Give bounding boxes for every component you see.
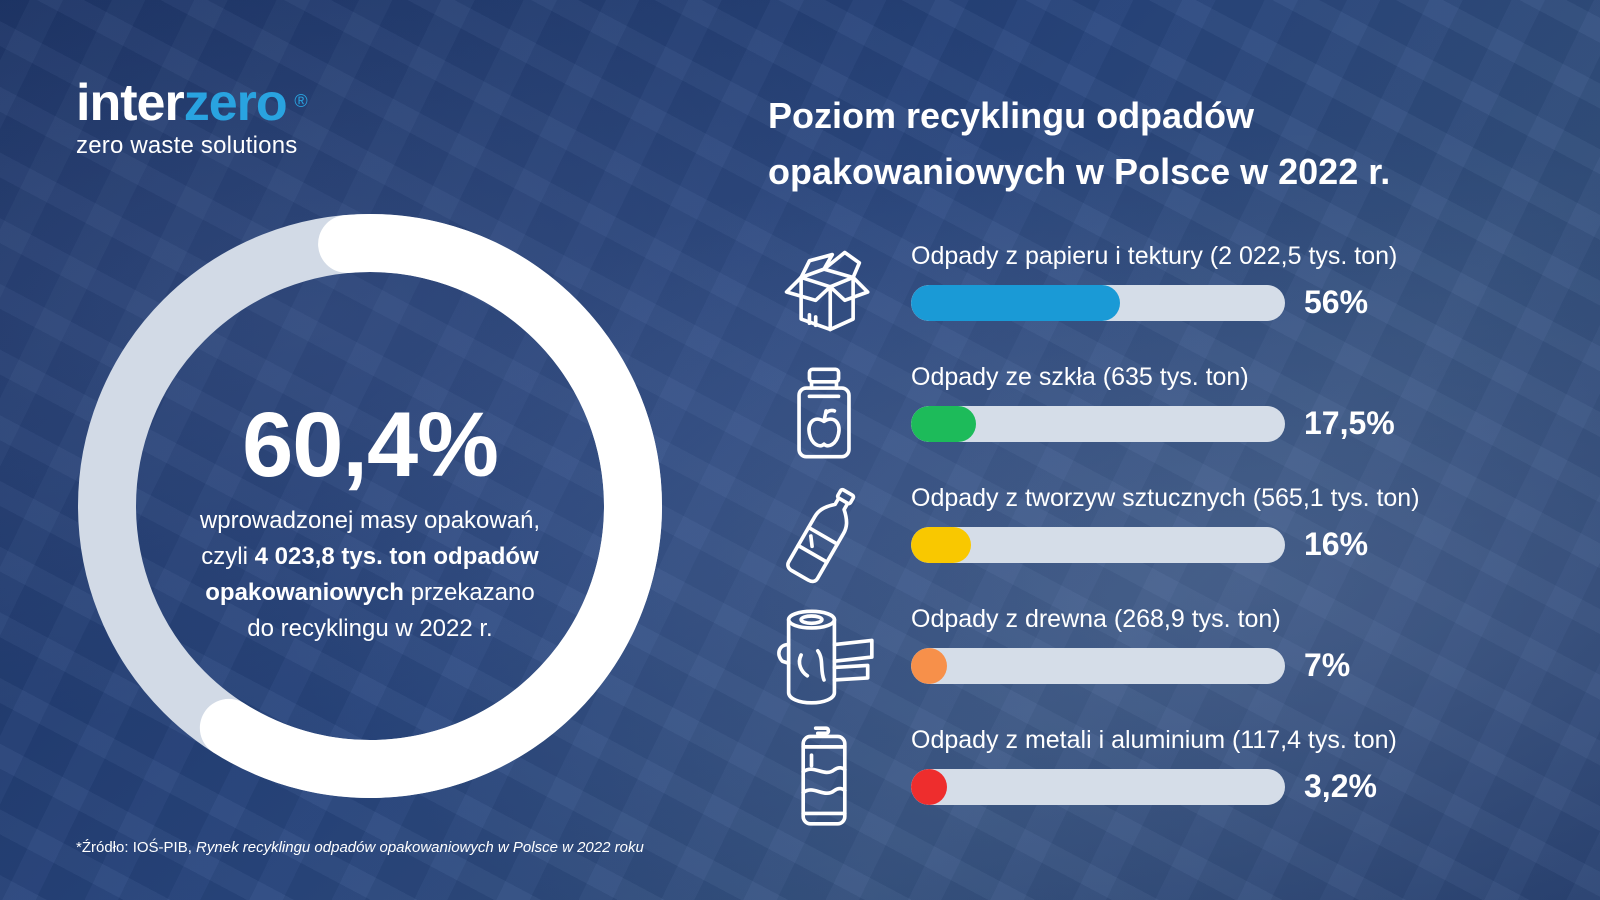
bar-track-glass xyxy=(911,406,1285,442)
bar-row-glass: Odpady ze szkła (635 tys. ton) 17,5% xyxy=(0,361,1600,471)
ring-fill xyxy=(78,214,662,798)
brand-logo: interzero ® zero waste solutions xyxy=(76,74,308,160)
summary-line-2-pre: czyli xyxy=(201,543,255,570)
metal-can-icon xyxy=(801,726,847,826)
bar-fill-metal xyxy=(911,769,947,805)
bar-row-metal: Odpady z metali i aluminium (117,4 tys. … xyxy=(0,724,1600,834)
bar-value-paper: 56% xyxy=(1304,284,1369,320)
source-prefix: *Źródło: IOŚ-PIB, xyxy=(76,839,197,856)
logo-word-zero: zero xyxy=(183,74,288,132)
bar-value-glass: 17,5% xyxy=(1304,405,1395,441)
summary-line-2-bold: 4 023,8 tys. ton odpadów xyxy=(254,543,539,570)
chart-title-line-2: opakowaniowych w Polsce w 2022 r. xyxy=(768,151,1391,192)
logo-word-inter: inter xyxy=(76,74,185,132)
bar-value-plastic: 16% xyxy=(1304,526,1369,562)
summary-line-3-bold: opakowaniowych xyxy=(205,579,404,606)
bar-label-paper: Odpady z papieru i tektury (2 022,5 tys.… xyxy=(911,242,1398,270)
chart-title-line-1: Poziom recyklingu odpadów xyxy=(768,95,1255,136)
bar-value-metal: 3,2% xyxy=(1304,768,1377,804)
summary-percent: 60,4% xyxy=(242,394,499,496)
bar-fill-wood xyxy=(911,648,947,684)
logo-tagline: zero waste solutions xyxy=(76,132,298,159)
summary-line-1: wprowadzonej masy opakowań, xyxy=(199,507,541,534)
bar-label-wood: Odpady z drewna (268,9 tys. ton) xyxy=(911,605,1281,633)
summary-description: wprowadzonej masy opakowań, czyli 4 023,… xyxy=(150,503,590,647)
logo-registered-mark: ® xyxy=(294,91,307,111)
glass-jar-icon xyxy=(797,367,851,459)
logo-wordmark: interzero ® xyxy=(76,74,308,132)
bar-row-wood: Odpady z drewna (268,9 tys. ton) 7% xyxy=(0,603,1600,713)
bar-row-plastic: Odpady z tworzyw sztucznych (565,1 tys. … xyxy=(0,482,1600,592)
chart-title: Poziom recyklingu odpadów opakowaniowych… xyxy=(768,88,1568,200)
bar-row-paper: Odpady z papieru i tektury (2 022,5 tys.… xyxy=(0,240,1600,350)
plastic-bottle-icon xyxy=(786,487,856,584)
bar-track-paper xyxy=(911,285,1285,321)
source-title: Rynek recyklingu odpadów opakowaniowych … xyxy=(196,839,644,856)
bar-label-metal: Odpady z metali i aluminium (117,4 tys. … xyxy=(911,726,1397,754)
bar-label-plastic: Odpady z tworzyw sztucznych (565,1 tys. … xyxy=(911,484,1420,512)
bar-value-wood: 7% xyxy=(1304,647,1351,683)
bar-track-plastic xyxy=(911,527,1285,563)
source-footnote: *Źródło: IOŚ-PIB, Rynek recyklingu odpad… xyxy=(76,838,644,858)
bar-fill-paper xyxy=(911,285,1121,321)
summary-text: 60,4% wprowadzonej masy opakowań, czyli … xyxy=(150,395,590,647)
bar-track-wood xyxy=(911,648,1285,684)
summary-line-3: opakowaniowych przekazano xyxy=(150,575,590,611)
summary-line-4: do recyklingu w 2022 r. xyxy=(247,615,493,642)
bar-label-glass: Odpady ze szkła (635 tys. ton) xyxy=(911,363,1249,391)
summary-line-3-rest: przekazano xyxy=(403,579,535,606)
summary-line-2: czyli 4 023,8 tys. ton odpadów xyxy=(150,539,590,575)
cardboard-box-icon xyxy=(784,250,870,332)
bar-track-metal xyxy=(911,769,1285,805)
wood-log-icon xyxy=(777,609,874,705)
bar-fill-plastic xyxy=(911,527,971,563)
bar-fill-glass xyxy=(911,406,977,442)
